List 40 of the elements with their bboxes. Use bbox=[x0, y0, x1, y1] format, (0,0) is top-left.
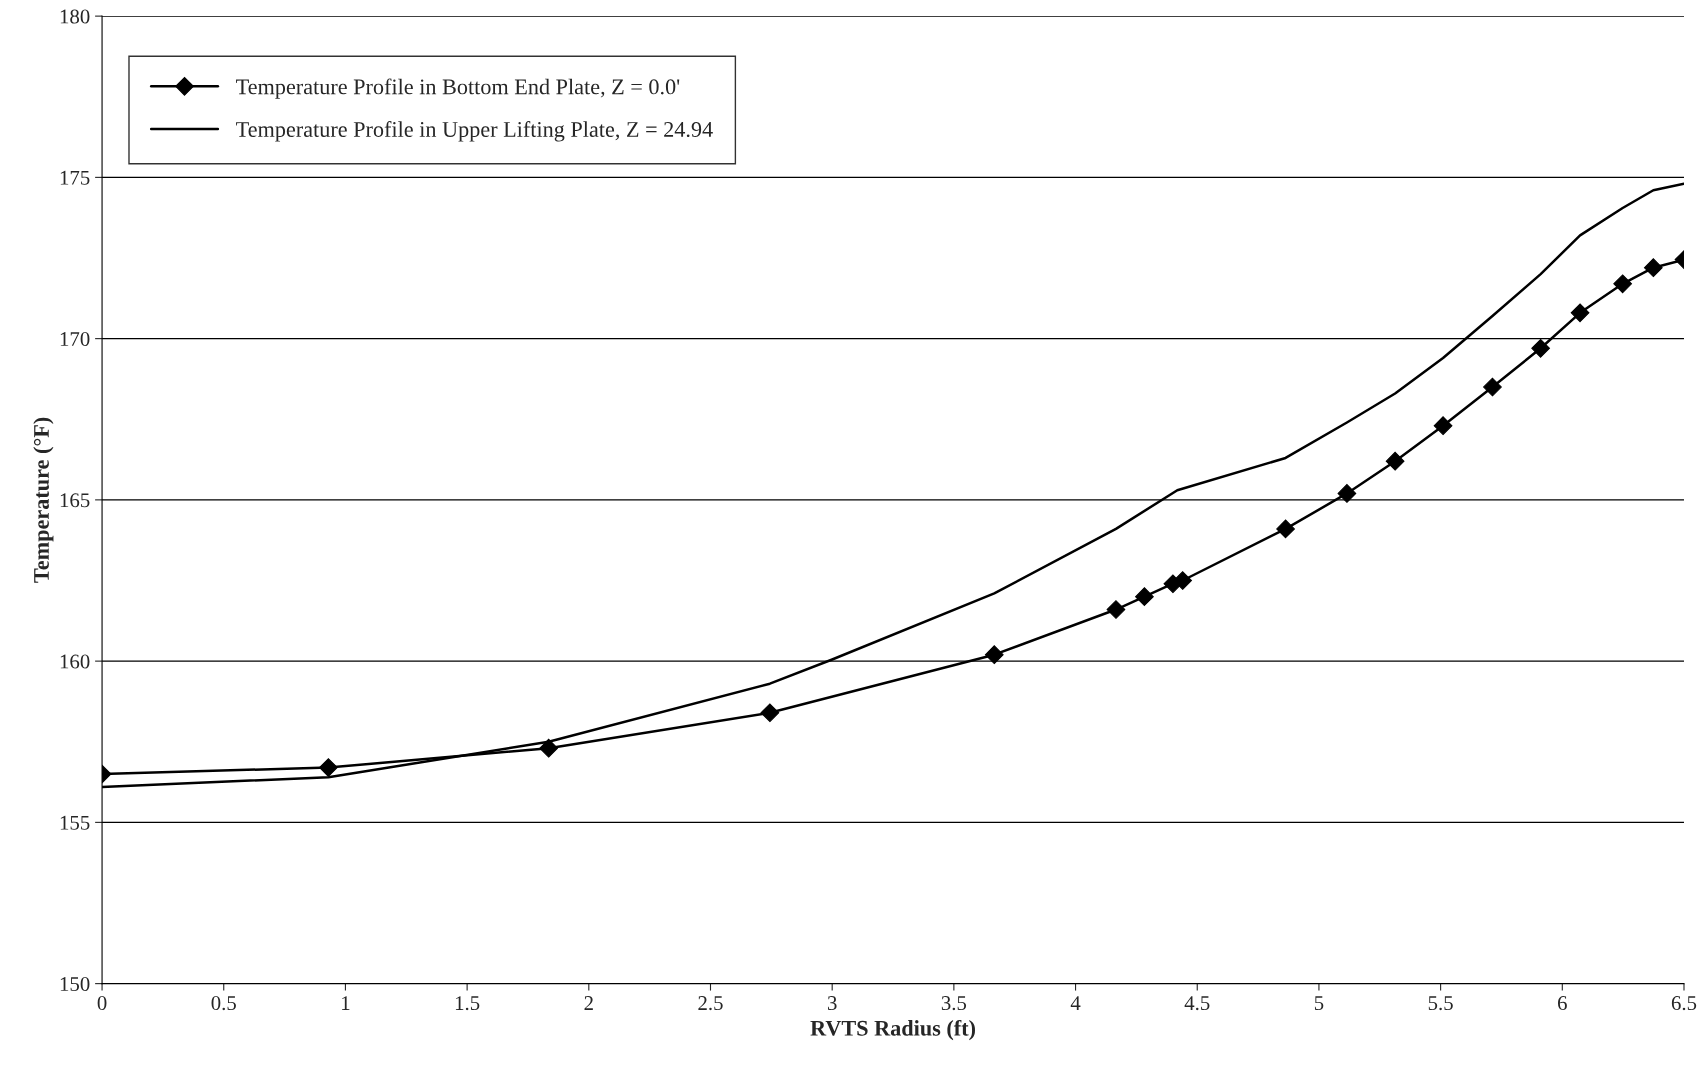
point bbox=[1276, 519, 1295, 539]
y-tick-label: 165 bbox=[60, 493, 90, 508]
point bbox=[1531, 338, 1550, 358]
x-axis-title: RVTS Radius (ft) bbox=[810, 1019, 976, 1041]
x-tick-label: 0 bbox=[97, 996, 107, 1011]
point bbox=[1483, 377, 1502, 397]
legend-label: Temperature Profile in Bottom End Plate, Z = 0.0' bbox=[236, 78, 680, 99]
point bbox=[1570, 303, 1590, 323]
x-tick-label: 1 bbox=[342, 996, 350, 1010]
x-tick-label: 4.5 bbox=[1184, 996, 1210, 1011]
point bbox=[1135, 587, 1154, 606]
x-tick-label: 3 bbox=[827, 996, 837, 1011]
point bbox=[1106, 600, 1126, 619]
x-tick-label: 2 bbox=[584, 996, 593, 1010]
point bbox=[1385, 451, 1405, 471]
y-axis-title: Temperature (°F) bbox=[33, 417, 54, 583]
x-tick-label: 3.5 bbox=[941, 996, 967, 1011]
point bbox=[1433, 416, 1453, 436]
point bbox=[1643, 258, 1663, 278]
y-tick-label: 160 bbox=[60, 654, 90, 669]
point bbox=[539, 738, 559, 758]
x-tick-label: 6 bbox=[1557, 996, 1567, 1011]
point bbox=[984, 645, 1004, 665]
x-tick-label: 4 bbox=[1070, 996, 1081, 1010]
x-tick-label: 1.5 bbox=[455, 996, 480, 1011]
x-tick-label: 5.5 bbox=[1428, 996, 1453, 1011]
point bbox=[319, 758, 338, 777]
y-tick-label: 175 bbox=[60, 170, 90, 185]
x-tick-label: 6.5 bbox=[1671, 996, 1697, 1011]
y-tick-label: 155 bbox=[60, 815, 90, 830]
x-tick-label: 2.5 bbox=[698, 996, 723, 1011]
point bbox=[1337, 484, 1357, 503]
x-tick-label: 5 bbox=[1314, 996, 1324, 1011]
y-tick-label: 180 bbox=[60, 9, 90, 24]
point bbox=[760, 703, 780, 723]
point bbox=[1613, 274, 1633, 294]
x-tick-label: 0.5 bbox=[211, 996, 236, 1011]
y-tick-label: 170 bbox=[60, 332, 90, 347]
legend-label: Temperature Profile in Upper Lifting Plate, Z = 24.94 bbox=[236, 121, 713, 142]
y-tick-label: 150 bbox=[60, 977, 90, 992]
